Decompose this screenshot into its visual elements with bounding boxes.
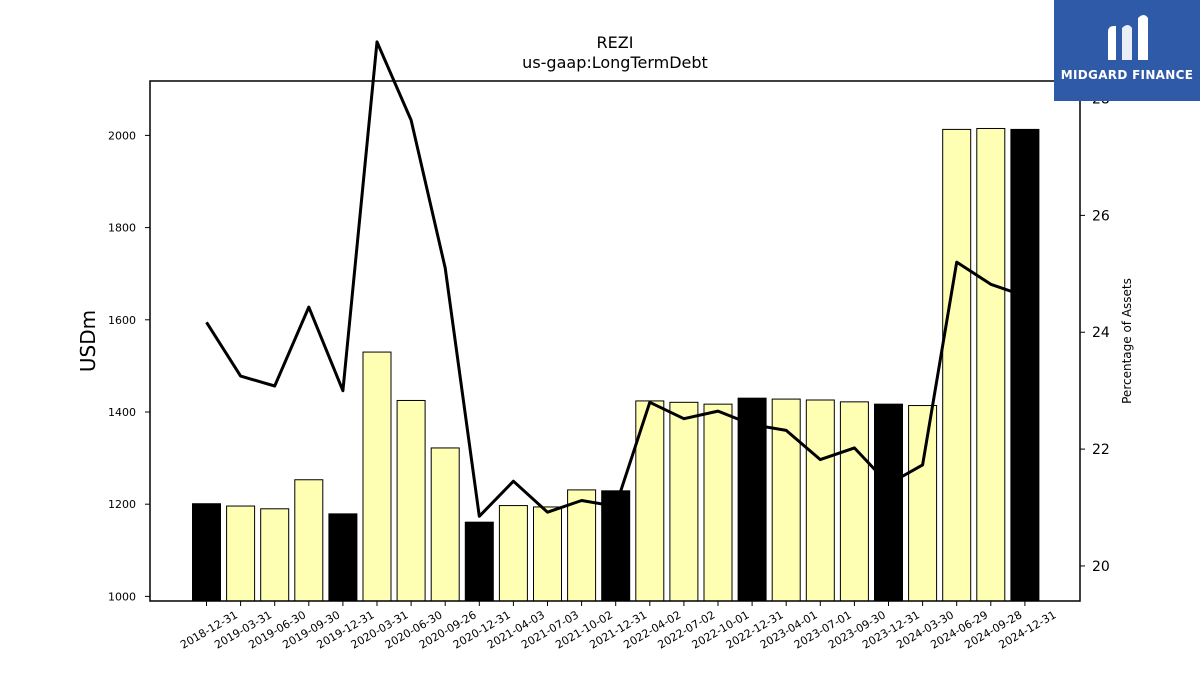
bar-2018-12-31 [192,503,221,602]
y-tick-label-1600: 1600 [108,314,136,327]
logo-mark-icon [1108,15,1148,60]
bar-2022-07-02 [669,401,699,602]
bar-2022-12-31 [737,397,767,602]
bar-2021-12-31 [601,490,631,602]
bar-2022-10-01 [703,403,733,602]
bar-2024-03-30 [908,405,938,602]
y2-tick-label-26: 26 [1092,208,1110,224]
bar-2024-09-28 [976,127,1006,602]
bar-2019-12-31 [328,513,358,602]
bar-2021-10-02 [567,489,597,602]
bar-2020-09-26 [430,447,460,602]
bar-2019-03-31 [226,505,256,602]
bar-2023-09-30 [839,401,869,602]
bar-2020-03-31 [362,351,392,602]
plot-frame [149,80,1081,602]
y-tick-label-2000: 2000 [108,129,136,142]
y-tick-label-1400: 1400 [108,406,136,419]
y-axis-left: 1000 1200 1400 1600 1800 2000 [108,129,150,603]
bar-2024-12-31 [1010,128,1040,602]
chart-title: REZI [597,33,634,52]
bar-2020-12-31 [464,521,494,602]
bar-group [192,127,1040,602]
y2-tick-label-22: 22 [1092,442,1110,458]
y-tick-label-1200: 1200 [108,498,136,511]
y2-tick-label-24: 24 [1092,325,1110,341]
y2-tick-label-20: 20 [1092,559,1110,575]
logo-text: MIDGARD FINANCE [1060,68,1194,82]
bar-2021-07-03 [533,506,562,602]
bar-2023-04-01 [771,398,801,602]
midgard-finance-logo: MIDGARD FINANCE [1054,0,1200,101]
chart-subtitle: us-gaap:LongTermDebt [522,53,708,72]
bar-2024-06-29 [942,128,972,602]
x-axis: 2018-12-312019-03-312019-06-302019-09-30… [178,601,1058,652]
bar-2021-04-03 [498,505,528,602]
bar-2023-12-31 [874,403,903,602]
y-axis-right: 2022242628 [1080,92,1110,575]
bar-2019-09-30 [294,479,324,602]
bar-2023-07-01 [805,399,835,602]
y-tick-label-1000: 1000 [108,590,136,603]
percentage-line [205,40,1026,518]
y-axis-label: USDm [76,310,100,372]
y2-axis-label: Percentage of Assets [1120,278,1134,404]
y-tick-label-1800: 1800 [108,222,136,235]
bar-2020-06-30 [396,399,426,602]
bar-2019-06-30 [260,508,290,602]
